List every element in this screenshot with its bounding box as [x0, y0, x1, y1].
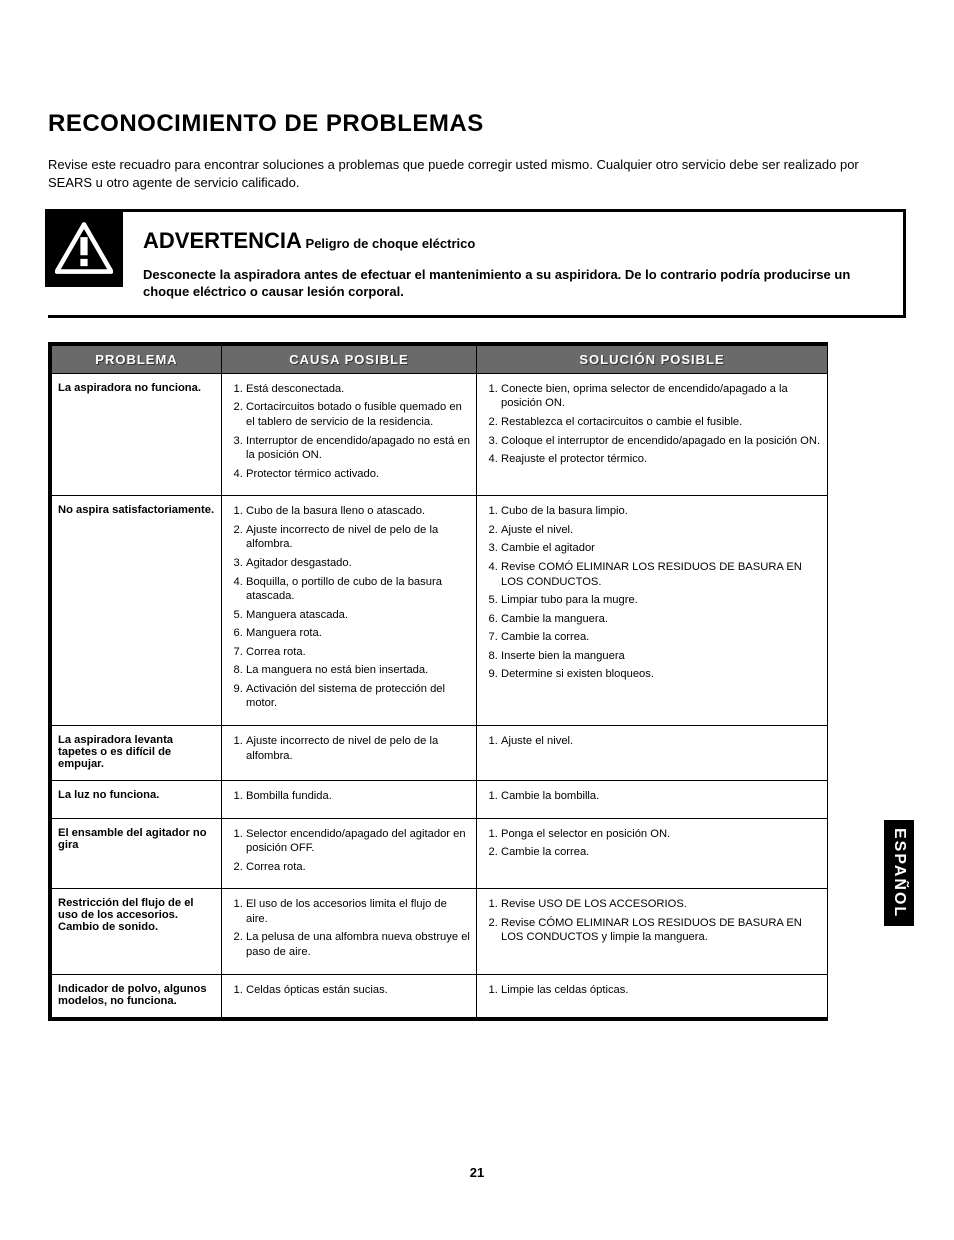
table-row: Restricción del flujo de el uso de los a… [52, 889, 828, 974]
troubleshooting-table-wrap: PROBLEMA CAUSA POSIBLE SOLUCIÓN POSIBLE … [48, 342, 828, 1021]
table-row: La aspiradora no funciona.Está desconect… [52, 373, 828, 495]
solution-item: Revise CÓMO ELIMINAR LOS RESIDUOS DE BAS… [501, 916, 821, 945]
warning-icon [45, 209, 123, 287]
cause-item: Selector encendido/apagado del agitador … [246, 827, 470, 856]
solution-cell: Cambie la bombilla. [477, 781, 828, 819]
cause-item: Cortacircuitos botado o fusible quemado … [246, 400, 470, 429]
table-row: El ensamble del agitador no gira Selector… [52, 818, 828, 889]
cause-cell: Celdas ópticas están sucias. [222, 974, 477, 1017]
cause-item: La pelusa de una alfombra nueva obstruye… [246, 930, 470, 959]
cause-cell: El uso de los accesorios limita el flujo… [222, 889, 477, 974]
problem-cell: Indicador de polvo, algunos modelos, no … [52, 974, 222, 1017]
solution-item: Restablezca el cortacircuitos o cambie e… [501, 415, 821, 430]
solution-item: Cambie el agitador [501, 541, 821, 556]
solution-item: Revise COMÓ ELIMINAR LOS RESIDUOS DE BAS… [501, 560, 821, 589]
solution-cell: Ponga el selector en posición ON. Cambie … [477, 818, 828, 889]
col-header-solution: SOLUCIÓN POSIBLE [477, 345, 828, 373]
cause-item: Manguera rota. [246, 626, 470, 641]
cause-cell: Está desconectada. Cortacircuitos botado … [222, 373, 477, 495]
cause-item: Bombilla fundida. [246, 789, 470, 804]
solution-item: Revise USO DE LOS ACCESORIOS. [501, 897, 821, 912]
troubleshooting-table: PROBLEMA CAUSA POSIBLE SOLUCIÓN POSIBLE … [51, 345, 828, 1018]
warning-body: Desconecte la aspiradora antes de efectu… [143, 266, 885, 301]
cause-item: Agitador desgastado. [246, 556, 470, 571]
solution-item: Conecte bien, oprima selector de encendi… [501, 382, 821, 411]
cause-item: Cubo de la basura lleno o atascado. [246, 504, 470, 519]
cause-item: Protector térmico activado. [246, 467, 470, 482]
cause-item: Correa rota. [246, 645, 470, 660]
problem-cell: El ensamble del agitador no gira [52, 818, 222, 889]
solution-item: Ponga el selector en posición ON. [501, 827, 821, 842]
page-number: 21 [0, 1165, 954, 1180]
cause-item: Ajuste incorrecto de nivel de pelo de la… [246, 734, 470, 763]
solution-item: Cubo de la basura limpio. [501, 504, 821, 519]
cause-item: El uso de los accesorios limita el flujo… [246, 897, 470, 926]
cause-item: Activación del sistema de protección del… [246, 682, 470, 711]
cause-item: Manguera atascada. [246, 608, 470, 623]
solution-item: Cambie la correa. [501, 845, 821, 860]
warning-box: ADVERTENCIA Peligro de choque eléctrico … [48, 209, 906, 318]
solution-cell: Revise USO DE LOS ACCESORIOS. Revise CÓMO… [477, 889, 828, 974]
solution-cell: Ajuste el nivel. [477, 726, 828, 781]
cause-item: Boquilla, o portillo de cubo de la basur… [246, 575, 470, 604]
cause-item: La manguera no está bien insertada. [246, 663, 470, 678]
cause-cell: Cubo de la basura lleno o atascado. Ajust… [222, 496, 477, 726]
problem-cell: La aspiradora levanta tapetes o es difíc… [52, 726, 222, 781]
cause-item: Celdas ópticas están sucias. [246, 983, 470, 998]
solution-item: Cambie la manguera. [501, 612, 821, 627]
language-tab: ESPAÑOL [884, 820, 914, 926]
solution-item: Ajuste el nivel. [501, 523, 821, 538]
table-row: No aspira satisfactoriamente.Cubo de la … [52, 496, 828, 726]
solution-item: Inserte bien la manguera [501, 649, 821, 664]
problem-cell: Restricción del flujo de el uso de los a… [52, 889, 222, 974]
problem-cell: La aspiradora no funciona. [52, 373, 222, 495]
intro-text: Revise este recuadro para encontrar solu… [48, 156, 906, 191]
cause-cell: Bombilla fundida. [222, 781, 477, 819]
page-title: RECONOCIMIENTO DE PROBLEMAS [48, 110, 906, 138]
solution-item: Cambie la bombilla. [501, 789, 821, 804]
problem-cell: No aspira satisfactoriamente. [52, 496, 222, 726]
cause-item: Está desconectada. [246, 382, 470, 397]
cause-item: Ajuste incorrecto de nivel de pelo de la… [246, 523, 470, 552]
solution-item: Cambie la correa. [501, 630, 821, 645]
solution-item: Ajuste el nivel. [501, 734, 821, 749]
cause-cell: Ajuste incorrecto de nivel de pelo de la… [222, 726, 477, 781]
problem-cell: La luz no funciona. [52, 781, 222, 819]
solution-cell: Cubo de la basura limpio. Ajuste el nivel… [477, 496, 828, 726]
col-header-problem: PROBLEMA [52, 345, 222, 373]
cause-item: Correa rota. [246, 860, 470, 875]
cause-cell: Selector encendido/apagado del agitador … [222, 818, 477, 889]
table-row: Indicador de polvo, algunos modelos, no … [52, 974, 828, 1017]
solution-item: Coloque el interruptor de encendido/apag… [501, 434, 821, 449]
warning-sub: Peligro de choque eléctrico [306, 236, 476, 251]
table-row: La luz no funciona. Bombilla fundida. Camb… [52, 781, 828, 819]
table-row: La aspiradora levanta tapetes o es difíc… [52, 726, 828, 781]
solution-item: Reajuste el protector térmico. [501, 452, 821, 467]
solution-item: Limpiar tubo para la mugre. [501, 593, 821, 608]
solution-item: Limpie las celdas ópticas. [501, 983, 821, 998]
solution-cell: Conecte bien, oprima selector de encendi… [477, 373, 828, 495]
col-header-cause: CAUSA POSIBLE [222, 345, 477, 373]
cause-item: Interruptor de encendido/apagado no está… [246, 434, 470, 463]
solution-item: Determine si existen bloqueos. [501, 667, 821, 682]
warning-heading: ADVERTENCIA [143, 228, 302, 253]
solution-cell: Limpie las celdas ópticas. [477, 974, 828, 1017]
